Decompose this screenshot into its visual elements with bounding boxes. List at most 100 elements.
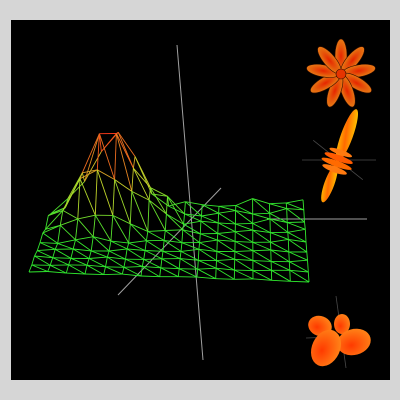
mesh-edge bbox=[163, 240, 182, 252]
mesh-edge bbox=[165, 230, 183, 244]
mesh-edge bbox=[200, 220, 219, 224]
mesh-edge bbox=[196, 269, 199, 278]
mesh-edge bbox=[184, 201, 186, 214]
mesh-edge bbox=[305, 241, 308, 253]
mesh-edge bbox=[196, 276, 216, 280]
mesh-edge bbox=[94, 169, 98, 216]
mesh-edge bbox=[252, 249, 271, 252]
mesh-edge bbox=[123, 259, 126, 268]
mesh-edge bbox=[270, 249, 290, 263]
mesh-edge bbox=[167, 196, 184, 225]
mesh-edge bbox=[110, 240, 128, 250]
mesh-edge bbox=[181, 242, 200, 250]
mesh-edge bbox=[128, 240, 147, 244]
mesh-edge bbox=[185, 201, 203, 206]
mesh-edge bbox=[141, 259, 145, 267]
mesh-edge bbox=[252, 278, 272, 281]
mesh-edge bbox=[148, 199, 166, 231]
mesh-edge bbox=[270, 241, 290, 253]
mesh-edge bbox=[59, 224, 76, 241]
3d-viewport[interactable] bbox=[11, 20, 390, 380]
mesh-edge bbox=[164, 239, 182, 244]
mesh-edge bbox=[79, 169, 98, 180]
mesh-edge bbox=[42, 224, 61, 234]
mesh-edge bbox=[269, 218, 289, 233]
mesh-edge bbox=[72, 239, 76, 250]
mesh-edge bbox=[50, 264, 67, 274]
mesh-edge bbox=[52, 257, 71, 259]
mesh-edge bbox=[82, 169, 98, 174]
mesh-edge bbox=[142, 266, 160, 278]
mesh-edge bbox=[147, 230, 166, 232]
mesh-edge bbox=[269, 208, 287, 214]
mesh-edge bbox=[39, 242, 56, 250]
mesh-edge bbox=[179, 258, 198, 270]
mesh-edge bbox=[88, 250, 92, 259]
mesh-edge bbox=[86, 264, 106, 268]
mesh-edge bbox=[287, 221, 305, 223]
mesh-edge bbox=[307, 271, 310, 283]
mesh-edge bbox=[217, 239, 236, 242]
mesh-edge bbox=[161, 258, 180, 270]
mesh-edge bbox=[182, 224, 185, 230]
mesh-edge bbox=[182, 229, 200, 243]
mesh-edge bbox=[114, 133, 117, 180]
mesh-edge bbox=[286, 202, 304, 211]
mesh-edge bbox=[93, 236, 112, 242]
mesh-edge bbox=[37, 248, 56, 252]
petal-lobe-glyph-top bbox=[306, 38, 376, 108]
mesh-edge bbox=[252, 241, 271, 251]
mesh-edge bbox=[235, 198, 253, 206]
mesh-edge bbox=[123, 265, 143, 268]
mesh-edge bbox=[98, 133, 116, 180]
mesh-edge bbox=[105, 266, 123, 275]
mesh-edge bbox=[160, 267, 180, 270]
mesh-edge bbox=[129, 191, 133, 224]
mesh-edge bbox=[109, 248, 128, 252]
mesh-edge bbox=[110, 240, 129, 244]
mesh-edge bbox=[75, 236, 94, 241]
mesh-edge bbox=[86, 264, 104, 275]
mesh-edge bbox=[45, 210, 64, 230]
mesh-edge bbox=[125, 258, 143, 267]
mesh-edge bbox=[127, 248, 146, 251]
mesh-edge bbox=[57, 225, 61, 244]
mesh-edge bbox=[150, 187, 167, 215]
mesh-edge bbox=[84, 273, 104, 276]
mesh-edge bbox=[288, 261, 291, 271]
mesh-edge bbox=[289, 269, 310, 283]
mesh-edge bbox=[289, 259, 308, 263]
mesh-edge bbox=[307, 260, 309, 273]
mesh-edge bbox=[62, 210, 79, 220]
mesh-edge bbox=[234, 251, 254, 261]
mesh-edge bbox=[114, 179, 133, 192]
mesh-edge bbox=[234, 269, 253, 272]
mesh-edge bbox=[75, 218, 79, 240]
mesh-edge bbox=[286, 199, 304, 204]
mesh-edge bbox=[198, 242, 201, 250]
mesh-edge bbox=[165, 196, 168, 215]
mesh-edge bbox=[180, 248, 199, 252]
mesh-edge bbox=[50, 198, 69, 214]
mesh-edge bbox=[185, 201, 202, 217]
mesh-edge bbox=[168, 205, 185, 215]
mesh-edge bbox=[183, 223, 201, 235]
mesh-edge bbox=[131, 168, 134, 192]
mesh-edge bbox=[105, 266, 124, 268]
mesh-edge bbox=[89, 256, 108, 259]
mesh-edge bbox=[144, 250, 163, 260]
mesh-edge bbox=[54, 248, 72, 259]
mesh-edge bbox=[235, 205, 253, 215]
mesh-edge bbox=[37, 250, 53, 259]
mesh-edge bbox=[88, 258, 106, 268]
mesh-edge bbox=[147, 231, 165, 241]
mesh-edge bbox=[66, 272, 86, 275]
mesh-edge bbox=[306, 251, 308, 261]
mesh-edge bbox=[285, 202, 288, 209]
mesh-edge bbox=[159, 267, 162, 277]
mesh-edge bbox=[162, 250, 181, 260]
mesh-edge bbox=[180, 250, 199, 261]
mesh-edge bbox=[148, 199, 167, 215]
mesh-edge bbox=[182, 229, 201, 235]
mesh-edge bbox=[47, 271, 67, 274]
